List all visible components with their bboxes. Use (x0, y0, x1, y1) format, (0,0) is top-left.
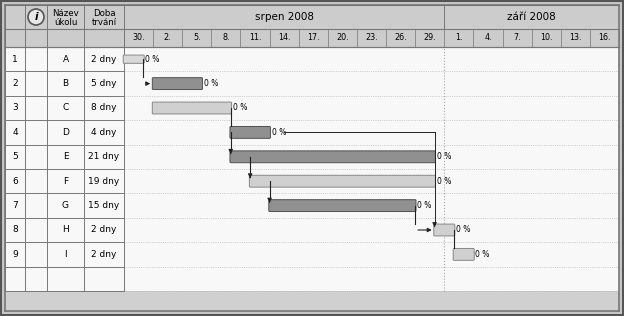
Text: C: C (62, 104, 69, 112)
Bar (5, 5, 619, 29)
Text: 4.: 4. (484, 33, 492, 42)
Text: trvání: trvání (92, 18, 117, 27)
FancyBboxPatch shape (152, 102, 232, 114)
Text: I: I (64, 250, 67, 259)
Text: 21 dny: 21 dny (89, 152, 120, 161)
Text: 0 %: 0 % (475, 250, 490, 259)
Text: 2 dny: 2 dny (91, 250, 117, 259)
Text: 1: 1 (12, 55, 18, 64)
Text: E: E (62, 152, 68, 161)
Bar (5, 291, 619, 311)
Text: Doba: Doba (93, 9, 115, 18)
Text: 0 %: 0 % (203, 79, 218, 88)
Bar (5, 47, 619, 71)
Text: 29.: 29. (423, 33, 436, 42)
Bar (5, 145, 619, 169)
Text: 0 %: 0 % (437, 177, 451, 186)
FancyBboxPatch shape (230, 126, 270, 138)
Text: srpen 2008: srpen 2008 (255, 12, 314, 22)
Text: D: D (62, 128, 69, 137)
Text: 17.: 17. (307, 33, 319, 42)
FancyBboxPatch shape (152, 78, 202, 89)
Bar (5, 96, 619, 120)
Bar (5, 242, 619, 267)
Text: 8: 8 (12, 226, 18, 234)
Text: 3: 3 (12, 104, 18, 112)
Text: 2.: 2. (164, 33, 172, 42)
FancyBboxPatch shape (269, 200, 416, 211)
Text: 0 %: 0 % (145, 55, 160, 64)
Text: 0 %: 0 % (437, 152, 451, 161)
Text: B: B (62, 79, 69, 88)
Text: 26.: 26. (394, 33, 407, 42)
Text: 6: 6 (12, 177, 18, 186)
Bar (5, 193, 619, 218)
Text: 15 dny: 15 dny (89, 201, 120, 210)
FancyBboxPatch shape (123, 55, 144, 63)
Text: 2: 2 (12, 79, 18, 88)
Text: G: G (62, 201, 69, 210)
Text: úkolu: úkolu (54, 18, 77, 27)
Bar (5, 120, 619, 145)
Text: F: F (63, 177, 68, 186)
Text: 8.: 8. (222, 33, 230, 42)
Text: září 2008: září 2008 (507, 12, 556, 22)
Text: 0 %: 0 % (456, 226, 470, 234)
Text: 10.: 10. (540, 33, 552, 42)
Text: i: i (34, 11, 37, 21)
Bar (5, 218, 619, 242)
Text: 5.: 5. (193, 33, 200, 42)
Bar (5, 29, 619, 47)
Text: 0 %: 0 % (233, 104, 247, 112)
Text: 19 dny: 19 dny (89, 177, 120, 186)
Text: 16.: 16. (598, 33, 611, 42)
Text: 30.: 30. (132, 33, 145, 42)
Bar (5, 169, 619, 193)
Text: H: H (62, 226, 69, 234)
Text: 9: 9 (12, 250, 18, 259)
Text: 4 dny: 4 dny (91, 128, 117, 137)
Circle shape (28, 9, 44, 25)
Text: 14.: 14. (278, 33, 290, 42)
Text: 1.: 1. (455, 33, 462, 42)
Text: 0 %: 0 % (417, 201, 432, 210)
FancyBboxPatch shape (434, 224, 455, 236)
Text: 2 dny: 2 dny (91, 226, 117, 234)
Text: 7.: 7. (514, 33, 521, 42)
Bar (5, 71, 619, 96)
Text: 5 dny: 5 dny (91, 79, 117, 88)
Text: 13.: 13. (569, 33, 582, 42)
Text: 23.: 23. (365, 33, 378, 42)
Text: A: A (62, 55, 69, 64)
FancyBboxPatch shape (250, 175, 436, 187)
Text: 4: 4 (12, 128, 18, 137)
Text: 2 dny: 2 dny (91, 55, 117, 64)
Text: 0 %: 0 % (271, 128, 286, 137)
Text: 5: 5 (12, 152, 18, 161)
Text: 20.: 20. (336, 33, 349, 42)
FancyBboxPatch shape (453, 248, 474, 260)
Text: 11.: 11. (249, 33, 261, 42)
Bar (5, 267, 619, 291)
FancyBboxPatch shape (230, 151, 436, 163)
Text: Název: Název (52, 9, 79, 18)
Text: 8 dny: 8 dny (91, 104, 117, 112)
Text: 7: 7 (12, 201, 18, 210)
